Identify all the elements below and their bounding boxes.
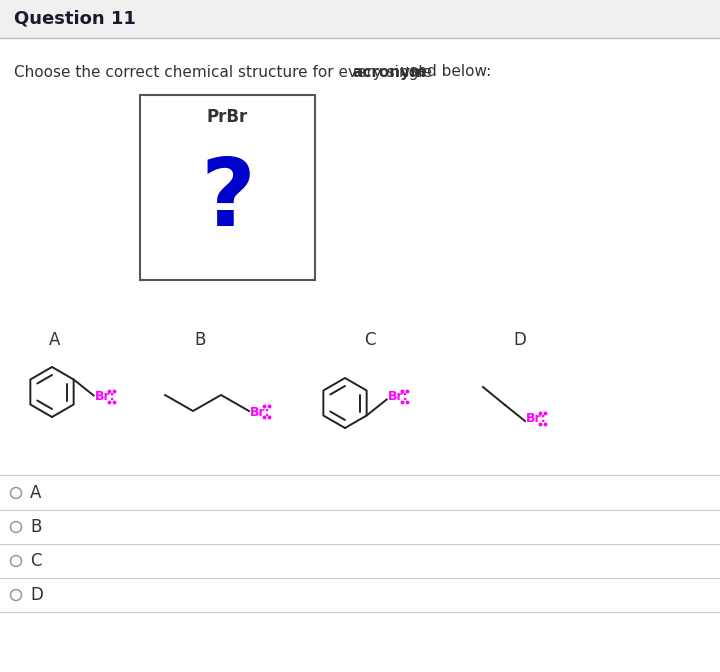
Text: Br:: Br:: [387, 390, 408, 403]
Text: A: A: [30, 484, 41, 502]
Text: acronym: acronym: [352, 65, 426, 79]
Bar: [140, 95, 315, 280]
Text: Br:: Br:: [526, 413, 546, 425]
Text: Question 11: Question 11: [14, 10, 136, 28]
Text: B: B: [194, 331, 206, 349]
Text: PrBr: PrBr: [207, 108, 248, 126]
Text: Br:: Br:: [94, 390, 115, 403]
FancyBboxPatch shape: [0, 0, 720, 38]
Text: C: C: [364, 331, 376, 349]
Text: Choose the correct chemical structure for every single: Choose the correct chemical structure fo…: [14, 65, 437, 79]
Text: ?: ?: [200, 154, 255, 246]
Text: C: C: [30, 552, 42, 570]
Text: D: D: [513, 331, 526, 349]
Text: B: B: [30, 518, 41, 536]
Text: A: A: [49, 331, 60, 349]
Text: D: D: [30, 586, 43, 604]
Text: used below:: used below:: [395, 65, 492, 79]
Text: Br:: Br:: [250, 405, 271, 419]
